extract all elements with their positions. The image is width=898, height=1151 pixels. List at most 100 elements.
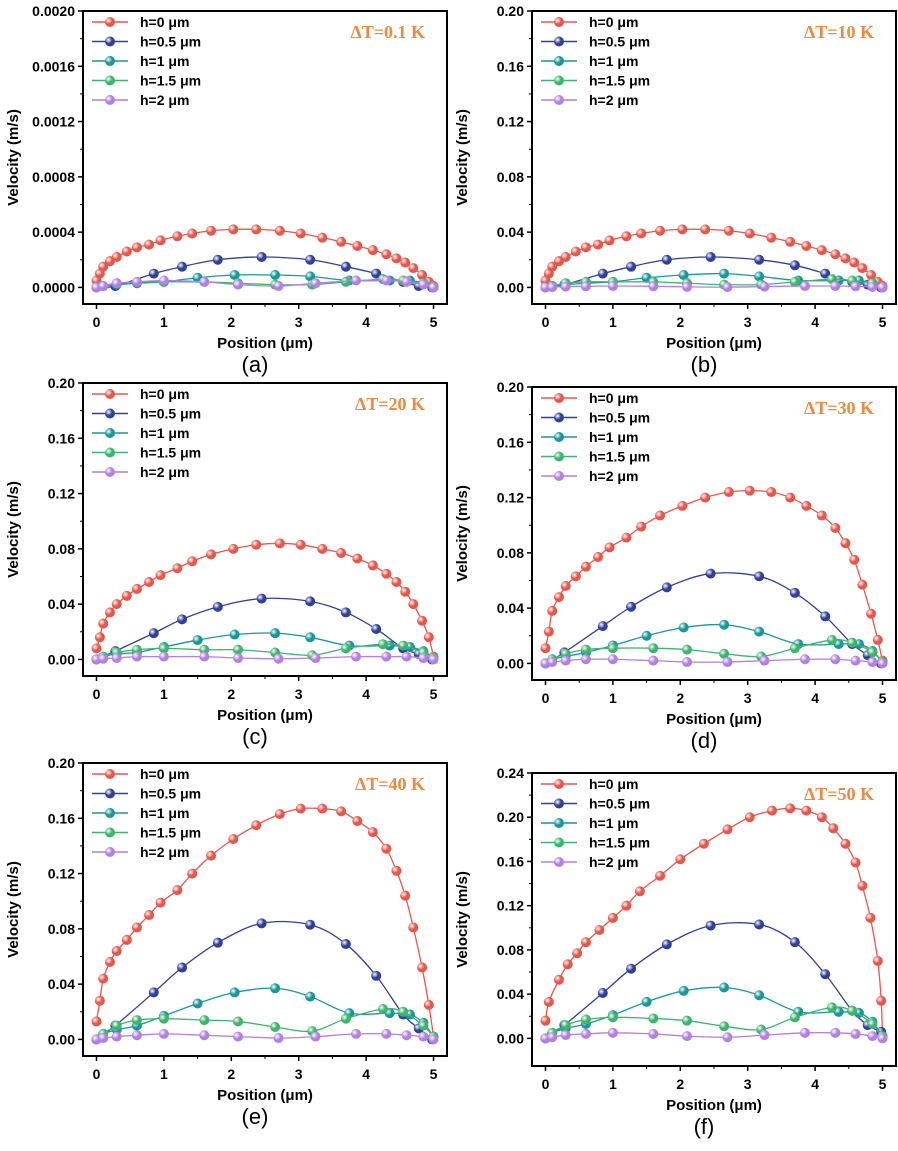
legend-marker-h15	[105, 75, 115, 86]
x-tick-label: 2	[227, 1066, 235, 1082]
data-point-h0	[828, 823, 839, 834]
data-point-h2	[607, 654, 618, 665]
data-point-h0	[91, 643, 102, 654]
data-point-h2	[830, 1027, 841, 1038]
data-point-h2	[867, 1031, 878, 1042]
data-point-h0	[785, 492, 796, 503]
data-point-h0	[144, 577, 155, 588]
data-point-h0	[840, 253, 851, 264]
y-tick-label: 0.0012	[32, 114, 75, 130]
data-point-h0	[723, 225, 734, 236]
data-point-h0	[560, 252, 571, 263]
data-point-h0	[417, 269, 428, 280]
data-point-h2	[428, 1034, 439, 1045]
data-point-h2	[682, 657, 693, 668]
data-point-h2	[111, 653, 122, 664]
data-point-h2	[98, 653, 109, 664]
delta-t-annotation: ΔT=30 K	[804, 398, 874, 418]
data-point-h0	[540, 1015, 551, 1026]
data-point-h0	[251, 224, 262, 235]
data-point-h15	[270, 1021, 281, 1032]
y-tick-label: 0.04	[48, 596, 75, 612]
data-point-h2	[273, 653, 284, 664]
data-point-h2	[199, 276, 210, 287]
data-point-h05	[597, 621, 608, 632]
y-tick-label: 0.00	[48, 1031, 75, 1047]
data-point-h05	[148, 628, 159, 639]
y-tick-label: 0.20	[497, 809, 524, 825]
data-point-h2	[547, 657, 558, 668]
x-axis-label: Position (μm)	[666, 335, 762, 352]
legend-marker-h15	[554, 451, 564, 462]
data-point-h0	[866, 269, 877, 280]
x-tick-label: 0	[542, 690, 550, 706]
x-tick-label: 0	[542, 1076, 550, 1092]
data-point-h0	[367, 560, 378, 571]
y-tick-label: 0.00	[497, 655, 524, 671]
data-point-h05	[705, 568, 716, 579]
data-point-h0	[580, 561, 591, 572]
data-point-h1	[305, 991, 316, 1002]
data-point-h2	[428, 282, 439, 293]
data-point-h15	[580, 644, 591, 655]
data-point-h2	[682, 1031, 693, 1042]
x-tick-label: 3	[295, 686, 303, 702]
panel-c: 0 1 2 3 4 5 0.00 0.04 0.08 0.12 0.16 0.20 Position (…	[0, 372, 449, 756]
data-point-h2	[351, 275, 361, 286]
data-point-h2	[273, 1033, 284, 1044]
data-point-h0	[621, 900, 632, 911]
data-point-h0	[677, 224, 688, 235]
data-point-h05	[626, 261, 637, 272]
chart-svg: 0 1 2 3 4 5 0.00 0.04 0.08 0.12 0.16 0.20 Position (…	[5, 755, 448, 1129]
data-point-h0	[593, 551, 604, 562]
data-point-h15	[377, 1004, 388, 1015]
data-point-h2	[418, 653, 429, 664]
data-point-h0	[336, 806, 347, 817]
legend-label-h0: h=0 μm	[140, 386, 189, 402]
data-point-h0	[677, 500, 688, 511]
delta-t-annotation: ΔT=40 K	[355, 774, 425, 794]
data-point-h2	[867, 281, 878, 292]
panel-caption: (c)	[242, 724, 268, 749]
data-point-h1	[270, 628, 281, 639]
data-point-h0	[144, 239, 155, 250]
data-point-h0	[604, 542, 615, 553]
data-point-h1	[719, 619, 730, 630]
x-axis-label: Position (μm)	[217, 1087, 313, 1104]
data-point-h0	[206, 850, 217, 861]
x-axis-label: Position (μm)	[217, 707, 313, 724]
data-point-h05	[371, 970, 382, 981]
data-point-h15	[199, 1015, 210, 1026]
legend-label-h2: h=2 μm	[140, 464, 189, 480]
data-point-h15	[847, 637, 858, 648]
data-point-h0	[553, 592, 564, 603]
data-point-h05	[305, 919, 316, 930]
data-point-h0	[94, 995, 105, 1006]
data-point-h0	[857, 880, 868, 891]
data-point-h0	[655, 870, 666, 881]
data-point-h2	[351, 651, 361, 662]
data-point-h15	[377, 639, 388, 650]
data-point-h0	[274, 225, 285, 236]
panel-caption: (f)	[694, 1114, 715, 1139]
data-point-h2	[381, 651, 392, 662]
data-point-h2	[547, 1032, 558, 1043]
data-point-h05	[256, 918, 267, 929]
data-point-h0	[744, 812, 755, 823]
data-point-h15	[826, 1002, 837, 1013]
data-point-h15	[682, 644, 693, 655]
y-tick-label: 0.16	[48, 430, 75, 446]
data-point-h2	[199, 1030, 210, 1041]
legend-marker-h15	[105, 827, 115, 838]
plot-frame	[531, 386, 897, 681]
data-point-h05	[340, 939, 351, 950]
y-tick-label: 0.24	[497, 765, 524, 781]
x-tick-label: 3	[295, 314, 303, 330]
legend-marker-h0	[554, 779, 564, 789]
x-tick-label: 4	[811, 690, 819, 706]
data-point-h0	[700, 224, 711, 235]
data-point-h0	[766, 805, 777, 816]
data-point-h15	[233, 1016, 244, 1027]
y-tick-label: 0.12	[48, 866, 75, 882]
x-tick-label: 2	[676, 690, 684, 706]
